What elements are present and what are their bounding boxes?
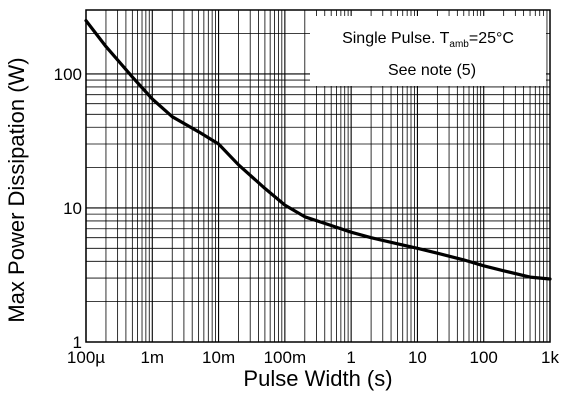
x-tick-label: 100m	[264, 348, 307, 367]
legend-line-1: Single Pulse. Tamb=25°C	[342, 30, 514, 50]
x-tick-label: 10	[408, 348, 427, 367]
x-tick-label: 100µ	[67, 348, 105, 367]
y-tick-label: 100	[54, 65, 82, 84]
x-tick-label: 100	[470, 348, 498, 367]
legend-background	[310, 16, 546, 86]
y-tick-label: 10	[63, 199, 82, 218]
x-tick-label: 1m	[140, 348, 164, 367]
y-axis-title: Max Power Dissipation (W)	[4, 57, 29, 322]
legend: Single Pulse. Tamb=25°C See note (5)	[310, 16, 546, 86]
x-tick-label: 1k	[541, 348, 559, 367]
series-curve	[84, 19, 552, 281]
y-tick-label: 1	[73, 333, 82, 352]
legend-line1-rest: =25°C	[469, 30, 514, 47]
x-tick-labels: 100µ 1m 10m 100m 1 10 100 1k	[67, 348, 560, 367]
y-tick-labels: 1 10 100	[54, 65, 82, 352]
legend-line-2: See note (5)	[388, 62, 476, 79]
legend-line1-sub: amb	[449, 39, 469, 50]
plot-frame	[85, 9, 551, 343]
x-axis-title: Pulse Width (s)	[243, 366, 392, 391]
legend-line1-main: Single Pulse. T	[342, 30, 450, 47]
x-tick-label: 1	[346, 348, 355, 367]
x-tick-label: 10m	[202, 348, 235, 367]
